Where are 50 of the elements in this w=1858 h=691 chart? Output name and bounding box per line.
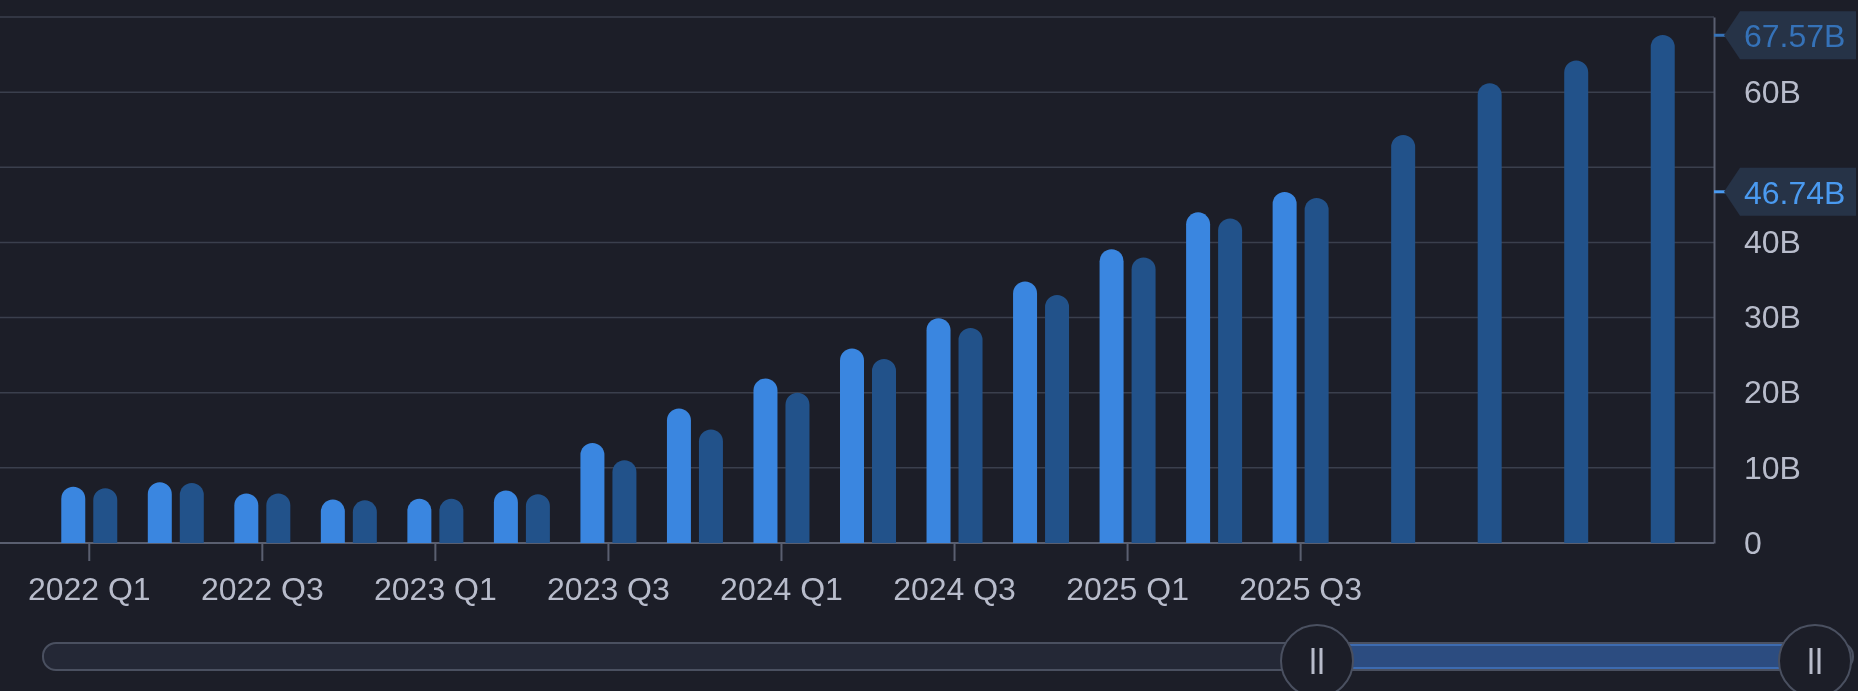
- bar: [1099, 249, 1124, 543]
- x-tick-label: 2022 Q1: [27, 571, 151, 607]
- bar: [1650, 35, 1675, 543]
- bar: [872, 358, 896, 543]
- bar: [698, 429, 723, 543]
- bar: [1304, 198, 1329, 543]
- x-tick-label: 2023 Q1: [373, 571, 497, 607]
- bar: [840, 348, 864, 543]
- bar: [1218, 218, 1243, 543]
- ref-line-label: 67.57B: [1744, 18, 1846, 55]
- bar: [753, 378, 778, 543]
- bar: [926, 318, 951, 543]
- bar: [234, 493, 259, 543]
- bar: [93, 488, 118, 543]
- y-tick-label: 10B: [1744, 449, 1801, 486]
- bar: [1045, 295, 1070, 543]
- bar: [407, 498, 432, 543]
- y-tick-label: 40B: [1744, 224, 1801, 261]
- bar: [1013, 281, 1038, 543]
- x-tick-label: 2024 Q1: [720, 571, 843, 607]
- x-tick-label: 2024 Q3: [893, 571, 1016, 607]
- ref-line-label: 46.74B: [1744, 174, 1846, 211]
- bar: [320, 499, 345, 543]
- bar: [179, 482, 204, 543]
- bar: [1272, 192, 1297, 543]
- y-tick-label: 20B: [1744, 374, 1801, 411]
- bar: [1391, 135, 1416, 543]
- bar: [785, 392, 810, 543]
- bar: [352, 500, 377, 543]
- bar: [266, 493, 291, 543]
- y-tick-label: 0: [1744, 524, 1762, 561]
- y-tick-label: 30B: [1744, 299, 1801, 336]
- bar: [666, 408, 691, 543]
- bar: [580, 443, 605, 543]
- bar: [1564, 60, 1589, 543]
- bar: [493, 490, 518, 543]
- x-tick-label: 2025 Q3: [1239, 571, 1363, 607]
- bar: [1131, 257, 1156, 543]
- bar: [1477, 83, 1502, 543]
- bar: [958, 328, 983, 543]
- y-tick-label: 60B: [1744, 73, 1801, 110]
- bar: [439, 498, 464, 543]
- bar: [61, 486, 86, 543]
- bar: [612, 460, 637, 543]
- x-tick-label: 2022 Q3: [200, 571, 324, 607]
- bar: [525, 494, 550, 543]
- x-tick-label: 2023 Q3: [547, 571, 670, 607]
- bar: [147, 482, 172, 543]
- bar: [1186, 212, 1211, 543]
- x-tick-label: 2025 Q1: [1066, 571, 1189, 607]
